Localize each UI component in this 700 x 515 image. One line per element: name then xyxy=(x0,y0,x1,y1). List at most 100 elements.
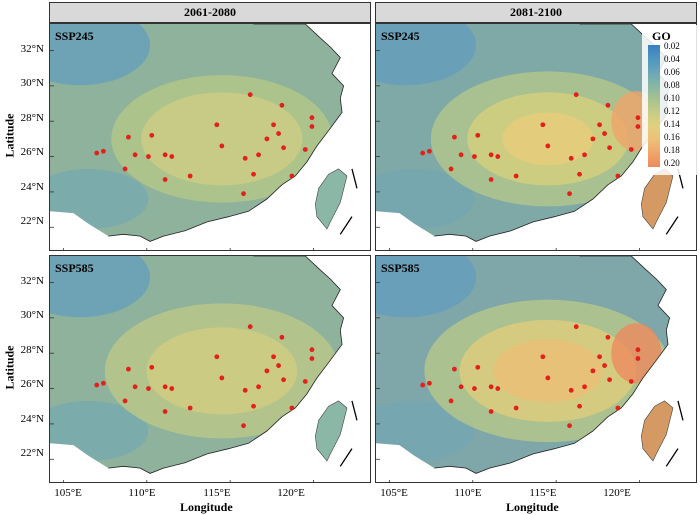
sample-site-point xyxy=(309,115,315,121)
sample-site-point xyxy=(568,155,574,161)
sample-site-point xyxy=(264,368,270,374)
sample-site-point xyxy=(251,403,256,409)
legend-label: 0.16 xyxy=(664,132,680,142)
sample-site-point xyxy=(122,166,128,172)
sample-site-point xyxy=(132,384,138,390)
sample-site-point xyxy=(169,386,175,391)
sample-site-point xyxy=(420,150,426,156)
sample-site-point xyxy=(472,386,477,391)
sample-site-point xyxy=(281,377,286,383)
sample-site-point xyxy=(540,122,546,128)
x-tick-label: 105°E xyxy=(380,487,408,499)
sample-site-point xyxy=(214,354,220,360)
x-tick-label: 105°E xyxy=(54,487,82,499)
sample-site-point xyxy=(545,375,551,381)
sample-site-point xyxy=(488,177,494,182)
sample-site-point xyxy=(256,152,261,158)
sample-site-point xyxy=(279,334,285,340)
x-axis-title: Longitude xyxy=(180,500,233,514)
map-panel-ssp585-2061-2080: SSP585 xyxy=(49,255,371,483)
sample-site-point xyxy=(247,324,253,330)
legend-label: 0.10 xyxy=(664,93,680,103)
sample-site-point xyxy=(628,147,634,152)
sample-site-point xyxy=(264,136,270,142)
legend-colorbar xyxy=(648,45,660,167)
sample-site-point xyxy=(162,152,168,158)
sample-site-point xyxy=(607,145,612,151)
sample-site-point xyxy=(577,171,582,177)
sample-site-point xyxy=(635,347,641,353)
sample-site-point xyxy=(219,375,225,381)
sample-site-point xyxy=(488,409,494,414)
sample-site-point xyxy=(247,92,253,98)
sample-site-point xyxy=(602,363,607,368)
sample-site-point xyxy=(495,386,501,391)
legend-label: 0.12 xyxy=(664,106,680,116)
sample-site-point xyxy=(94,150,100,156)
sample-site-point xyxy=(276,131,281,136)
y-tick-label: 26°N xyxy=(20,146,44,158)
legend-label: 0.04 xyxy=(664,54,680,64)
sample-site-point xyxy=(605,334,611,340)
x-tick-label: 115°E xyxy=(529,487,557,499)
sample-site-point xyxy=(590,368,596,374)
sample-site-point xyxy=(122,398,128,404)
sample-site-point xyxy=(577,403,582,409)
y-tick-label: 28°N xyxy=(20,344,44,356)
go-legend: GO 0.02 0.04 0.06 0.08 0.10 0.12 0.14 0.… xyxy=(642,25,697,175)
x-tick-label: 120°E xyxy=(603,487,631,499)
sample-site-point xyxy=(94,382,100,388)
sample-site-point xyxy=(242,387,248,393)
map-canvas xyxy=(376,256,696,482)
sample-site-point xyxy=(289,405,295,411)
y-tick-label: 32°N xyxy=(20,275,44,287)
y-axis-title: Latitude xyxy=(2,345,17,390)
sample-site-point xyxy=(475,364,481,370)
sample-site-point xyxy=(289,173,295,179)
sample-site-point xyxy=(607,377,612,383)
sample-site-point xyxy=(488,384,494,390)
y-tick-label: 28°N xyxy=(20,112,44,124)
map-panel-ssp585-2081-2100: SSP585 xyxy=(375,255,697,483)
scenario-label: SSP585 xyxy=(55,261,94,275)
sample-site-point xyxy=(582,152,587,158)
x-tick-label: 115°E xyxy=(203,487,231,499)
sample-site-point xyxy=(635,124,641,129)
sample-site-point xyxy=(241,423,246,429)
sample-site-point xyxy=(452,366,457,372)
sample-site-point xyxy=(309,124,315,129)
y-tick-label: 30°N xyxy=(20,77,44,89)
sample-site-point xyxy=(187,405,193,411)
y-tick-label: 32°N xyxy=(20,43,44,55)
sample-site-point xyxy=(146,386,151,391)
sample-site-point xyxy=(567,423,572,429)
legend-label: 0.08 xyxy=(664,80,680,90)
sample-site-point xyxy=(545,143,551,149)
sample-site-point xyxy=(615,405,621,411)
sample-site-point xyxy=(597,354,602,360)
x-axis-title: Longitude xyxy=(506,500,559,514)
sample-site-point xyxy=(100,380,106,386)
sample-site-point xyxy=(279,102,285,108)
sample-site-point xyxy=(271,122,276,128)
sample-site-point xyxy=(309,356,315,361)
map-panel-ssp245-2081-2100: SSP245 xyxy=(375,23,697,251)
sample-site-point xyxy=(132,152,138,158)
sample-site-point xyxy=(582,384,587,390)
column-header-2061-2080: 2061-2080 xyxy=(49,2,371,23)
legend-title: GO xyxy=(652,29,671,43)
sample-site-point xyxy=(495,154,501,159)
sample-site-point xyxy=(426,148,432,154)
map-canvas xyxy=(50,256,370,482)
legend-label: 0.20 xyxy=(664,158,680,168)
sample-site-point xyxy=(302,147,308,152)
map-panel-ssp245-2061-2080: SSP245 xyxy=(49,23,371,251)
sample-site-point xyxy=(146,154,151,159)
sample-site-point xyxy=(256,384,261,390)
scenario-label: SSP245 xyxy=(55,29,94,43)
legend-label: 0.02 xyxy=(664,41,680,51)
legend-label: 0.06 xyxy=(664,67,680,77)
sample-site-point xyxy=(540,354,546,360)
sample-site-point xyxy=(149,364,155,370)
sample-site-point xyxy=(590,136,596,142)
